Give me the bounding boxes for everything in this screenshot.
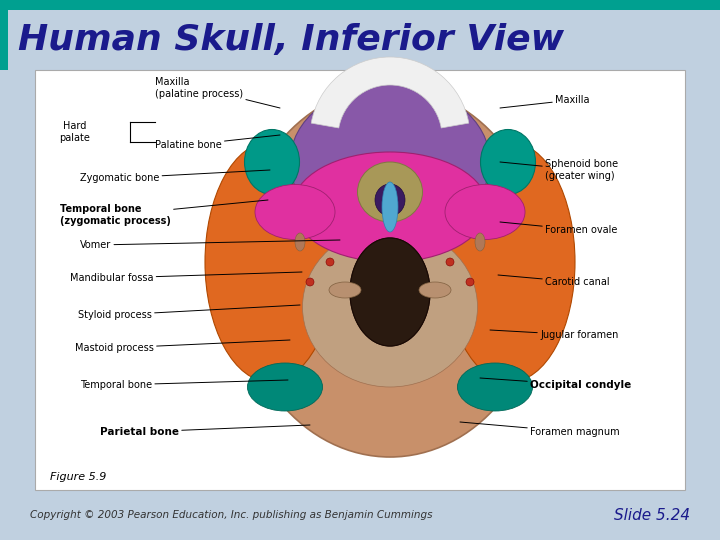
Text: Palatine bone: Palatine bone (155, 135, 280, 150)
Text: Maxilla: Maxilla (500, 95, 590, 108)
Text: Slide 5.24: Slide 5.24 (614, 508, 690, 523)
Text: Copyright © 2003 Pearson Education, Inc. publishing as Benjamin Cummings: Copyright © 2003 Pearson Education, Inc.… (30, 510, 433, 520)
Text: Foramen ovale: Foramen ovale (500, 222, 617, 235)
FancyBboxPatch shape (35, 70, 685, 490)
Ellipse shape (475, 233, 485, 251)
Ellipse shape (255, 185, 335, 240)
Text: Figure 5.9: Figure 5.9 (50, 472, 107, 482)
Ellipse shape (350, 238, 430, 346)
Ellipse shape (445, 185, 525, 240)
Ellipse shape (205, 142, 335, 382)
Bar (0, 0, 720, 10)
Text: Maxilla
(palatine process): Maxilla (palatine process) (155, 77, 280, 108)
Text: Jugular foramen: Jugular foramen (490, 330, 618, 340)
Ellipse shape (302, 227, 477, 387)
Ellipse shape (350, 238, 430, 346)
Text: Hard
palate: Hard palate (60, 121, 91, 143)
Ellipse shape (248, 363, 323, 411)
Text: Parietal bone: Parietal bone (100, 425, 310, 437)
Text: Temporal bone: Temporal bone (80, 380, 288, 390)
Text: Sphenoid bone
(greater wing): Sphenoid bone (greater wing) (500, 159, 618, 181)
Ellipse shape (329, 282, 361, 298)
Ellipse shape (358, 162, 423, 222)
Text: Foramen magnum: Foramen magnum (460, 422, 620, 437)
Wedge shape (311, 57, 469, 128)
Text: Mastoid process: Mastoid process (75, 340, 290, 353)
Ellipse shape (245, 130, 300, 194)
Ellipse shape (480, 130, 536, 194)
Text: Carotid canal: Carotid canal (498, 275, 610, 287)
Text: Mandibular fossa: Mandibular fossa (70, 272, 302, 283)
Ellipse shape (382, 182, 398, 232)
Ellipse shape (235, 87, 545, 457)
Ellipse shape (295, 233, 305, 251)
Text: Occipital condyle: Occipital condyle (480, 378, 631, 390)
Ellipse shape (292, 152, 487, 262)
Ellipse shape (419, 282, 451, 298)
Text: Vomer: Vomer (80, 240, 340, 250)
Bar (0, 10, 8, 70)
Ellipse shape (466, 278, 474, 286)
Text: Styloid process: Styloid process (78, 305, 300, 320)
Ellipse shape (457, 363, 533, 411)
Text: Temporal bone
(zygomatic process): Temporal bone (zygomatic process) (60, 200, 268, 226)
Ellipse shape (306, 278, 314, 286)
Ellipse shape (375, 184, 405, 216)
Ellipse shape (446, 258, 454, 266)
Text: Zygomatic bone: Zygomatic bone (80, 170, 270, 183)
Ellipse shape (326, 258, 334, 266)
Ellipse shape (445, 142, 575, 382)
Ellipse shape (290, 84, 490, 240)
Text: Human Skull, Inferior View: Human Skull, Inferior View (18, 23, 564, 57)
